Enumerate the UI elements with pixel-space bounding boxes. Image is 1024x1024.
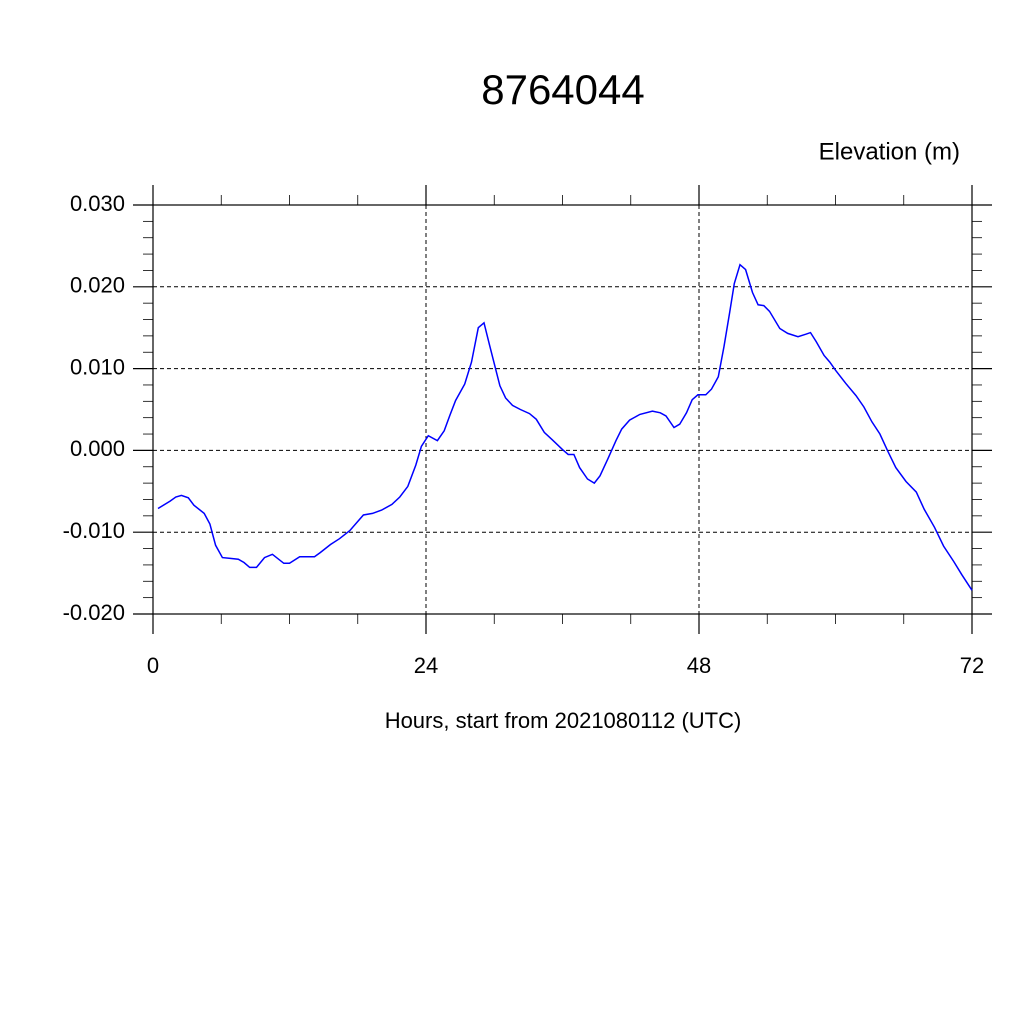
x-tick-label: 48: [687, 653, 711, 678]
y-tick-label: 0.030: [70, 191, 125, 216]
y-tick-label: -0.020: [63, 600, 125, 625]
plot-frame: [152, 204, 973, 615]
y-tick-label: 0.000: [70, 436, 125, 461]
x-tick-label: 72: [960, 653, 984, 678]
y-tick-label: 0.010: [70, 354, 125, 379]
y-tick-label: 0.020: [70, 273, 125, 298]
y-axis-label: Elevation (m): [819, 138, 960, 165]
x-tick-label: 24: [414, 653, 438, 678]
x-axis-label: Hours, start from 2021080112 (UTC): [385, 708, 742, 733]
chart-title: 8764044: [481, 66, 645, 113]
data-line: [157, 263, 973, 591]
x-tick-label: 0: [147, 653, 159, 678]
y-tick-label: -0.010: [63, 518, 125, 543]
